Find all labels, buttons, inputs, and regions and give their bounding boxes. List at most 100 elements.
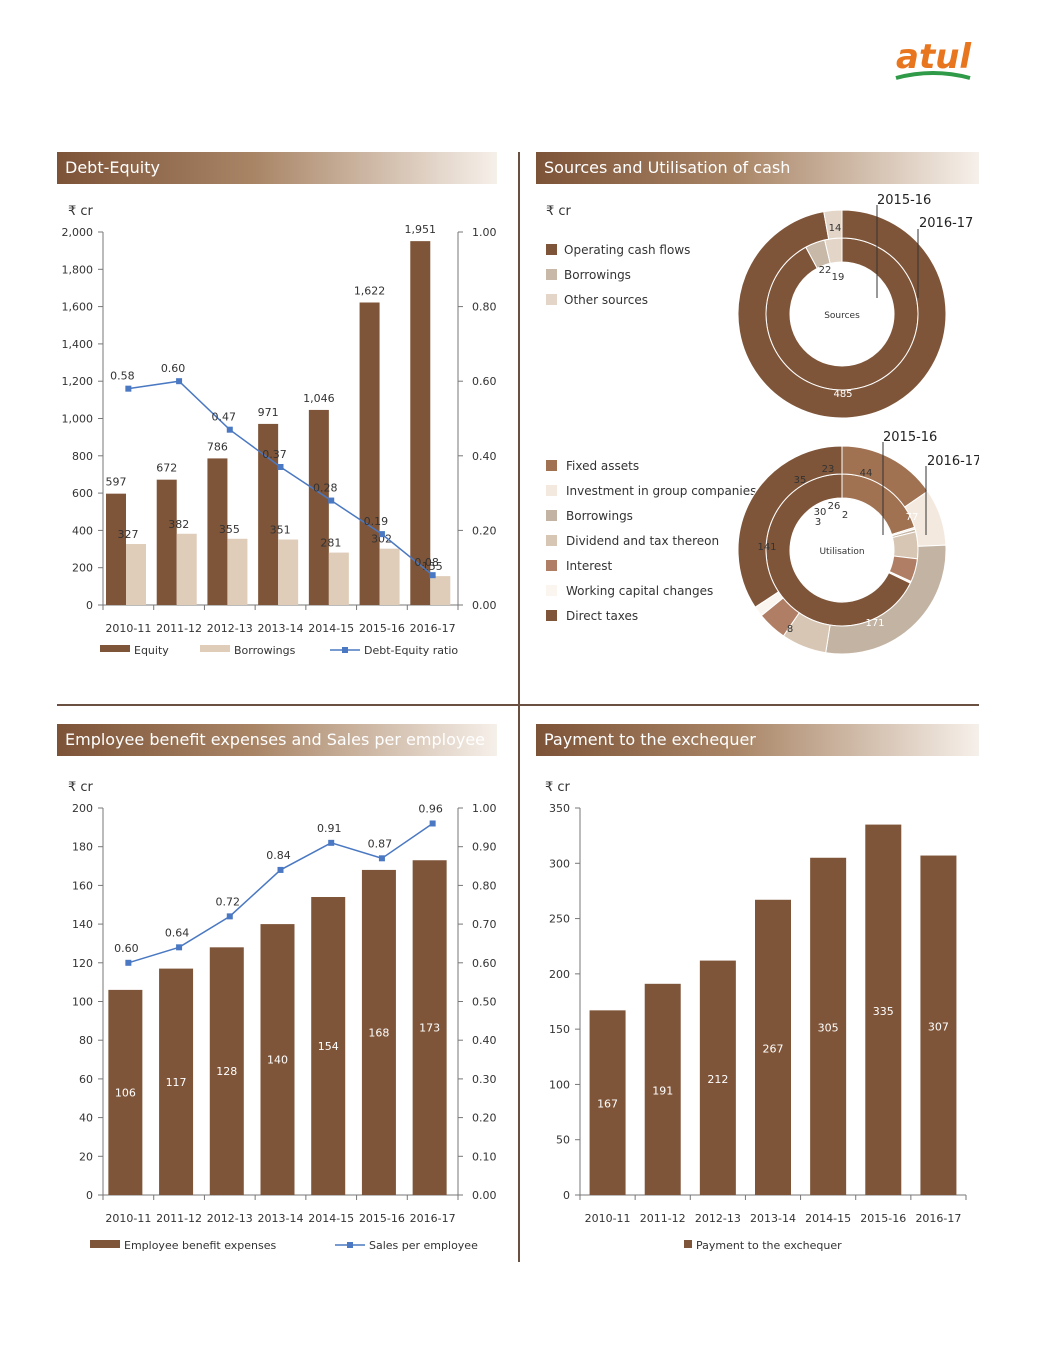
borrowings-bar xyxy=(176,533,197,605)
debt-equity-ratio-point xyxy=(226,426,233,433)
borrowings-bar xyxy=(379,548,400,605)
borrowings-bar xyxy=(430,576,451,605)
y-tick-label: 200 xyxy=(549,968,570,981)
y-tick-label: 100 xyxy=(549,1078,570,1091)
sales-per-employee-label: 0.72 xyxy=(216,895,241,908)
equity-bar-label: 786 xyxy=(207,440,228,453)
employee-expense-bar xyxy=(108,989,143,1195)
sources-outer-value-label: 485 xyxy=(833,389,852,400)
legend-swatch-utilisation xyxy=(546,485,557,496)
equity-bar-label: 1,622 xyxy=(354,284,386,297)
debt-equity-ratio-point xyxy=(277,463,284,470)
legend-label-utilisation: Borrowings xyxy=(566,509,633,523)
borrowings-bar xyxy=(328,552,349,605)
legend-swatch-sources xyxy=(546,269,557,280)
debt-equity-ratio-label: 0.37 xyxy=(262,448,287,461)
sources-utilisation-chart: ₹ cr Operating cash flows Borrowings Other … xyxy=(546,193,979,655)
employee-expense-bar xyxy=(311,897,346,1195)
legend-swatch-utilisation xyxy=(546,560,557,571)
legend-label-utilisation: Fixed assets xyxy=(566,459,639,473)
y2-tick-label: 0.60 xyxy=(472,957,497,970)
y2-tick-label: 0.50 xyxy=(472,996,497,1009)
exchequer-chart: 0 50 100 150 200 250 300 350 2010-11 2011-12 2012-… xyxy=(545,780,967,1252)
y-tick-label: 1,600 xyxy=(62,301,94,314)
sources-callout-label-2016-17: 2016-17 xyxy=(919,216,973,231)
x-tick-label: 2010-11 xyxy=(585,1212,631,1225)
x-tick-label: 2016-17 xyxy=(915,1212,961,1225)
x-tick-label: 2016-17 xyxy=(410,1212,456,1225)
y2-tick-label: 0.00 xyxy=(472,599,497,612)
x-tick-label: 2015-16 xyxy=(359,622,405,635)
equity-bar xyxy=(410,241,431,606)
x-tick-label: 2011-12 xyxy=(156,622,202,635)
y-tick-label: 2,000 xyxy=(62,226,94,239)
exchequer-bar-label: 307 xyxy=(928,1020,949,1033)
utilisation-callout-label-2015-16: 2015-16 xyxy=(883,430,937,445)
borrowings-bar xyxy=(227,538,248,605)
utilisation-outer-value-label: 141 xyxy=(757,542,776,553)
utilisation-inner-value-label: 26 xyxy=(828,501,841,512)
legend-marker-ratio xyxy=(342,647,348,653)
y-tick-label: 140 xyxy=(72,918,93,931)
legend-swatch-utilisation xyxy=(546,535,557,546)
legend-label-sources: Other sources xyxy=(564,293,648,307)
exchequer-bar-label: 167 xyxy=(597,1098,618,1111)
y2-tick-label: 0.20 xyxy=(472,524,497,537)
legend-label-exchequer: Payment to the exchequer xyxy=(696,1239,842,1252)
exchequer-bar-label: 212 xyxy=(707,1073,728,1086)
debt-equity-ratio-point xyxy=(328,497,335,504)
utilisation-outer-value-label: 23 xyxy=(822,464,835,475)
y2-tick-label: 0.90 xyxy=(472,841,497,854)
legend-swatch-utilisation xyxy=(546,510,557,521)
sources-center-label: Sources xyxy=(824,311,860,321)
sources-outer-slice xyxy=(737,209,947,419)
x-tick-label: 2010-11 xyxy=(105,1212,151,1225)
equity-bar-label: 672 xyxy=(156,462,177,475)
equity-bar xyxy=(106,493,126,605)
legend-swatch-borrowings xyxy=(200,645,230,652)
y-tick-label: 160 xyxy=(72,879,93,892)
y-tick-label: 800 xyxy=(72,450,93,463)
exchequer-bar xyxy=(920,855,957,1195)
y-tick-label: 40 xyxy=(79,1112,93,1125)
debt-equity-ratio-point xyxy=(378,531,385,538)
legend-label-utilisation: Interest xyxy=(566,559,613,573)
employee-expense-bar-label: 117 xyxy=(166,1076,187,1089)
legend-swatch-utilisation xyxy=(546,460,557,471)
unit-label: ₹ cr xyxy=(68,204,94,219)
utilisation-outer-value-label: 77 xyxy=(906,512,919,523)
sources-inner-value-label: 478 xyxy=(835,344,854,355)
employee-expense-bar-label: 154 xyxy=(318,1040,339,1053)
sources-callout-label-2015-16: 2015-16 xyxy=(877,193,931,208)
y-tick-label: 80 xyxy=(79,1034,93,1047)
y2-tick-label: 1.00 xyxy=(472,802,497,815)
x-tick-label: 2013-14 xyxy=(750,1212,796,1225)
sales-per-employee-label: 0.60 xyxy=(114,942,139,955)
equity-bar-label: 597 xyxy=(106,476,127,489)
exchequer-bar-label: 267 xyxy=(763,1042,784,1055)
debt-equity-ratio-label: 0.28 xyxy=(313,482,338,495)
legend-label-utilisation: Investment in group companies xyxy=(566,484,756,498)
employee-expense-bar-label: 173 xyxy=(419,1022,440,1035)
x-tick-label: 2015-16 xyxy=(359,1212,405,1225)
unit-label: ₹ cr xyxy=(545,780,571,795)
y-tick-label: 0 xyxy=(563,1189,570,1202)
debt-equity-ratio-point xyxy=(125,385,132,392)
employee-expense-bar-label: 140 xyxy=(267,1054,288,1067)
y-tick-label: 300 xyxy=(549,857,570,870)
y-tick-label: 0 xyxy=(86,599,93,612)
y2-tick-label: 0.20 xyxy=(472,1112,497,1125)
x-tick-label: 2012-13 xyxy=(207,1212,253,1225)
legend-label-sales: Sales per employee xyxy=(369,1239,478,1252)
legend-label-sources: Operating cash flows xyxy=(564,243,690,257)
x-tick-label: 2012-13 xyxy=(695,1212,741,1225)
legend-label-utilisation: Working capital changes xyxy=(566,584,713,598)
y-tick-label: 600 xyxy=(72,487,93,500)
employee-expense-bar xyxy=(361,869,396,1195)
panel-title-debt-equity: Debt-Equity xyxy=(57,152,497,184)
x-tick-label: 2011-12 xyxy=(640,1212,686,1225)
borrowings-bar-label: 327 xyxy=(118,528,139,541)
y-tick-label: 60 xyxy=(79,1073,93,1086)
y2-tick-label: 0.40 xyxy=(472,1034,497,1047)
debt-equity-ratio-label: 0.08 xyxy=(414,556,439,569)
